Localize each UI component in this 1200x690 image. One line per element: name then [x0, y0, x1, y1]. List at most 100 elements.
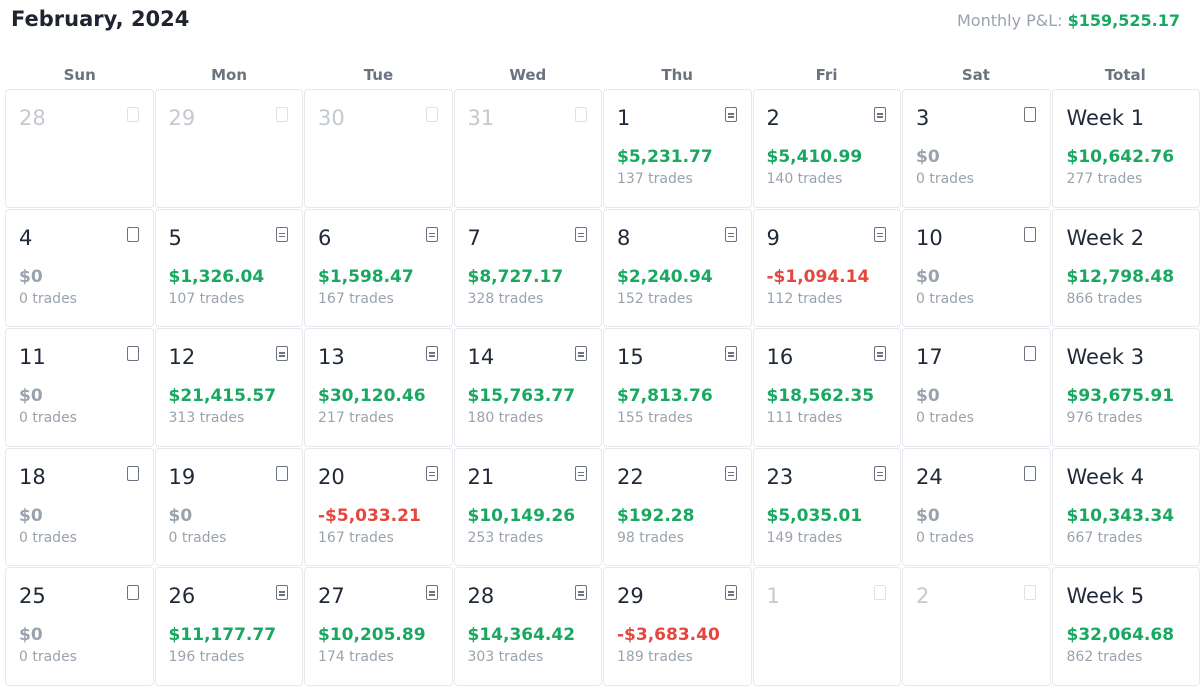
document-icon[interactable]: [126, 585, 139, 601]
calendar-day[interactable]: 29 -$3,683.40 189 trades: [603, 567, 752, 686]
weekday-header-row: Sun Mon Tue Wed Thu Fri Sat Total: [5, 62, 1200, 88]
document-text-icon[interactable]: [724, 585, 737, 601]
document-text-icon[interactable]: [425, 346, 438, 362]
calendar-day[interactable]: 2 $5,410.99 140 trades: [752, 89, 901, 208]
week-total: Week 5 $32,064.68 862 trades: [1051, 567, 1200, 686]
calendar-day[interactable]: 21 $10,149.26 253 trades: [453, 447, 602, 567]
calendar-day[interactable]: 25 $0 0 trades: [5, 567, 154, 686]
day-number: 6: [318, 225, 332, 250]
document-icon[interactable]: [126, 226, 139, 242]
calendar-day[interactable]: 28 $14,364.42 303 trades: [453, 567, 602, 686]
day-trade-count: 149 trades: [766, 529, 843, 546]
document-text-icon[interactable]: [575, 465, 587, 481]
calendar-day[interactable]: 4 $0 0 trades: [5, 208, 154, 328]
day-number: 2: [916, 584, 930, 609]
document-icon[interactable]: [276, 465, 288, 481]
day-number: 1: [766, 584, 780, 609]
document-text-icon[interactable]: [874, 226, 886, 242]
calendar-day[interactable]: 6 $1,598.47 167 trades: [304, 208, 453, 328]
document-text-icon[interactable]: [874, 465, 886, 481]
calendar-day[interactable]: 7 $8,727.17 328 trades: [453, 208, 602, 328]
document-text-icon[interactable]: [425, 226, 438, 242]
day-trade-count: 111 trades: [766, 410, 843, 427]
calendar-day[interactable]: 1 $5,231.77 137 trades: [603, 89, 752, 208]
calendar-day[interactable]: 3 $0 0 trades: [902, 89, 1051, 208]
calendar-day[interactable]: 24 $0 0 trades: [902, 447, 1051, 567]
week-label: Week 1: [1066, 106, 1145, 130]
document-icon[interactable]: [1023, 226, 1036, 242]
calendar-day[interactable]: 11 $0 0 trades: [5, 328, 154, 447]
calendar-day[interactable]: 5 $1,326.04 107 trades: [154, 208, 303, 328]
calendar-day-outside-month[interactable]: 28: [5, 89, 154, 208]
document-text-icon[interactable]: [874, 346, 886, 362]
calendar-day[interactable]: 22 $192.28 98 trades: [603, 447, 752, 567]
calendar-day[interactable]: 8 $2,240.94 152 trades: [603, 208, 752, 328]
day-number: 23: [766, 464, 794, 489]
calendar-day[interactable]: 12 $21,415.57 313 trades: [154, 328, 303, 447]
calendar-day[interactable]: 27 $10,205.89 174 trades: [304, 567, 453, 686]
document-text-icon[interactable]: [276, 226, 288, 242]
document-text-icon[interactable]: [874, 107, 886, 122]
document-text-icon[interactable]: [724, 226, 737, 242]
calendar-day[interactable]: 19 $0 0 trades: [154, 447, 303, 567]
day-trade-count: 313 trades: [168, 410, 245, 427]
day-number: 31: [467, 106, 495, 130]
document-text-icon[interactable]: [276, 585, 288, 601]
week-total: Week 4 $10,343.34 667 trades: [1051, 447, 1200, 567]
day-number: 29: [168, 106, 196, 130]
day-trade-count: 112 trades: [766, 290, 843, 307]
calendar-day[interactable]: 20 -$5,033.21 167 trades: [304, 447, 453, 567]
day-pnl: $1,326.04: [168, 266, 265, 287]
month-title: February, 2024: [11, 7, 190, 31]
week-pnl: $10,343.34: [1066, 505, 1175, 526]
day-trade-count: 0 trades: [916, 529, 974, 546]
calendar-day-outside-month[interactable]: 1: [752, 567, 901, 686]
document-text-icon[interactable]: [575, 346, 587, 362]
document-icon[interactable]: [1023, 346, 1036, 362]
document-text-icon[interactable]: [425, 585, 438, 601]
document-icon[interactable]: [1023, 585, 1036, 601]
calendar-day[interactable]: 15 $7,813.76 155 trades: [603, 328, 752, 447]
calendar-day[interactable]: 16 $18,562.35 111 trades: [752, 328, 901, 447]
document-icon[interactable]: [126, 465, 139, 481]
calendar-day[interactable]: 9 -$1,094.14 112 trades: [752, 208, 901, 328]
weekday-header-sat: Sat: [961, 66, 990, 84]
calendar-day[interactable]: 26 $11,177.77 196 trades: [154, 567, 303, 686]
document-icon[interactable]: [874, 585, 886, 601]
document-text-icon[interactable]: [724, 346, 737, 362]
document-icon[interactable]: [126, 107, 139, 122]
week-pnl: $93,675.91: [1066, 386, 1175, 407]
document-icon[interactable]: [1023, 107, 1036, 122]
document-text-icon[interactable]: [575, 226, 587, 242]
calendar-day[interactable]: 23 $5,035.01 149 trades: [752, 447, 901, 567]
day-trade-count: 0 trades: [19, 410, 77, 427]
calendar-day-outside-month[interactable]: 31: [453, 89, 602, 208]
calendar-day[interactable]: 14 $15,763.77 180 trades: [453, 328, 602, 447]
calendar-day[interactable]: 17 $0 0 trades: [902, 328, 1051, 447]
day-pnl: $0: [19, 625, 43, 646]
day-pnl: $0: [19, 505, 43, 526]
calendar-day[interactable]: 10 $0 0 trades: [902, 208, 1051, 328]
document-text-icon[interactable]: [575, 585, 587, 601]
weekday-header-sun: Sun: [63, 66, 96, 84]
day-trade-count: 98 trades: [617, 529, 684, 546]
calendar-day[interactable]: 18 $0 0 trades: [5, 447, 154, 567]
calendar-day-outside-month[interactable]: 30: [304, 89, 453, 208]
week-trade-count: 976 trades: [1066, 410, 1143, 427]
document-icon[interactable]: [425, 107, 438, 122]
day-number: 5: [168, 225, 182, 250]
calendar-day-outside-month[interactable]: 29: [154, 89, 303, 208]
weekday-header-tue: Tue: [363, 66, 394, 84]
document-text-icon[interactable]: [724, 107, 737, 122]
week-pnl: $12,798.48: [1066, 266, 1175, 287]
document-icon[interactable]: [575, 107, 587, 122]
day-trade-count: 189 trades: [617, 649, 693, 666]
document-icon[interactable]: [1023, 465, 1036, 481]
document-icon[interactable]: [276, 107, 288, 122]
calendar-day[interactable]: 13 $30,120.46 217 trades: [304, 328, 453, 447]
calendar-day-outside-month[interactable]: 2: [902, 567, 1051, 686]
document-text-icon[interactable]: [276, 346, 288, 362]
document-icon[interactable]: [126, 346, 139, 362]
document-text-icon[interactable]: [724, 465, 737, 481]
document-text-icon[interactable]: [425, 465, 438, 481]
